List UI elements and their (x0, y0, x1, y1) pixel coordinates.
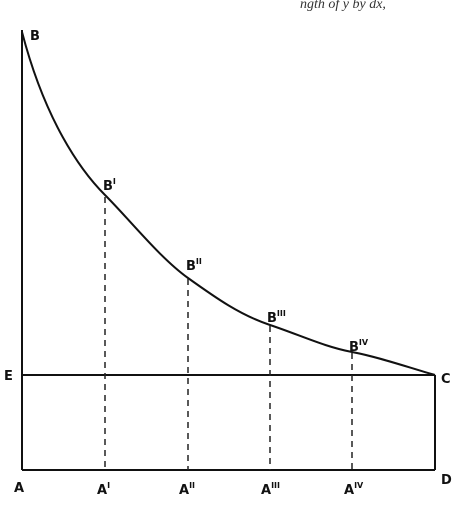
lines (21, 30, 436, 471)
label-text: A (97, 483, 107, 498)
node-label: AI (97, 481, 110, 498)
label-superscript: II (189, 481, 195, 490)
node-label: D (441, 473, 452, 488)
label-text: B (349, 340, 359, 355)
label-superscript: III (277, 309, 286, 318)
header-fragment: ngth of y by dx, (300, 0, 386, 12)
label-superscript: I (107, 481, 110, 490)
node-label: E (4, 369, 13, 384)
node-label: BIV (349, 338, 369, 355)
node-label: BIII (267, 309, 286, 326)
label-superscript: IV (359, 338, 369, 347)
label-superscript: II (196, 257, 202, 266)
label-text: B (186, 259, 196, 274)
node-label: BI (103, 177, 116, 194)
label-text: B (267, 311, 277, 326)
node-label: B (30, 29, 40, 44)
label-text: E (4, 369, 13, 384)
label-superscript: III (271, 481, 280, 490)
node-label: A (14, 481, 24, 496)
node-label: AIV (344, 481, 364, 498)
label-text: B (103, 179, 113, 194)
label-text: A (179, 483, 189, 498)
labels: B BI BII BIII BIV A AI AII AIII AIV E C … (4, 29, 452, 498)
curve-bc (21, 31, 436, 376)
label-text: A (261, 483, 271, 498)
label-text: A (344, 483, 354, 498)
node-label: C (441, 372, 451, 387)
label-text: A (14, 481, 24, 496)
label-superscript: IV (354, 481, 364, 490)
label-text: B (30, 29, 40, 44)
label-superscript: I (113, 177, 116, 186)
node-label: AIII (261, 481, 280, 498)
label-text: D (441, 473, 452, 488)
node-label: AII (179, 481, 195, 498)
label-text: C (441, 372, 451, 387)
node-label: BII (186, 257, 202, 274)
